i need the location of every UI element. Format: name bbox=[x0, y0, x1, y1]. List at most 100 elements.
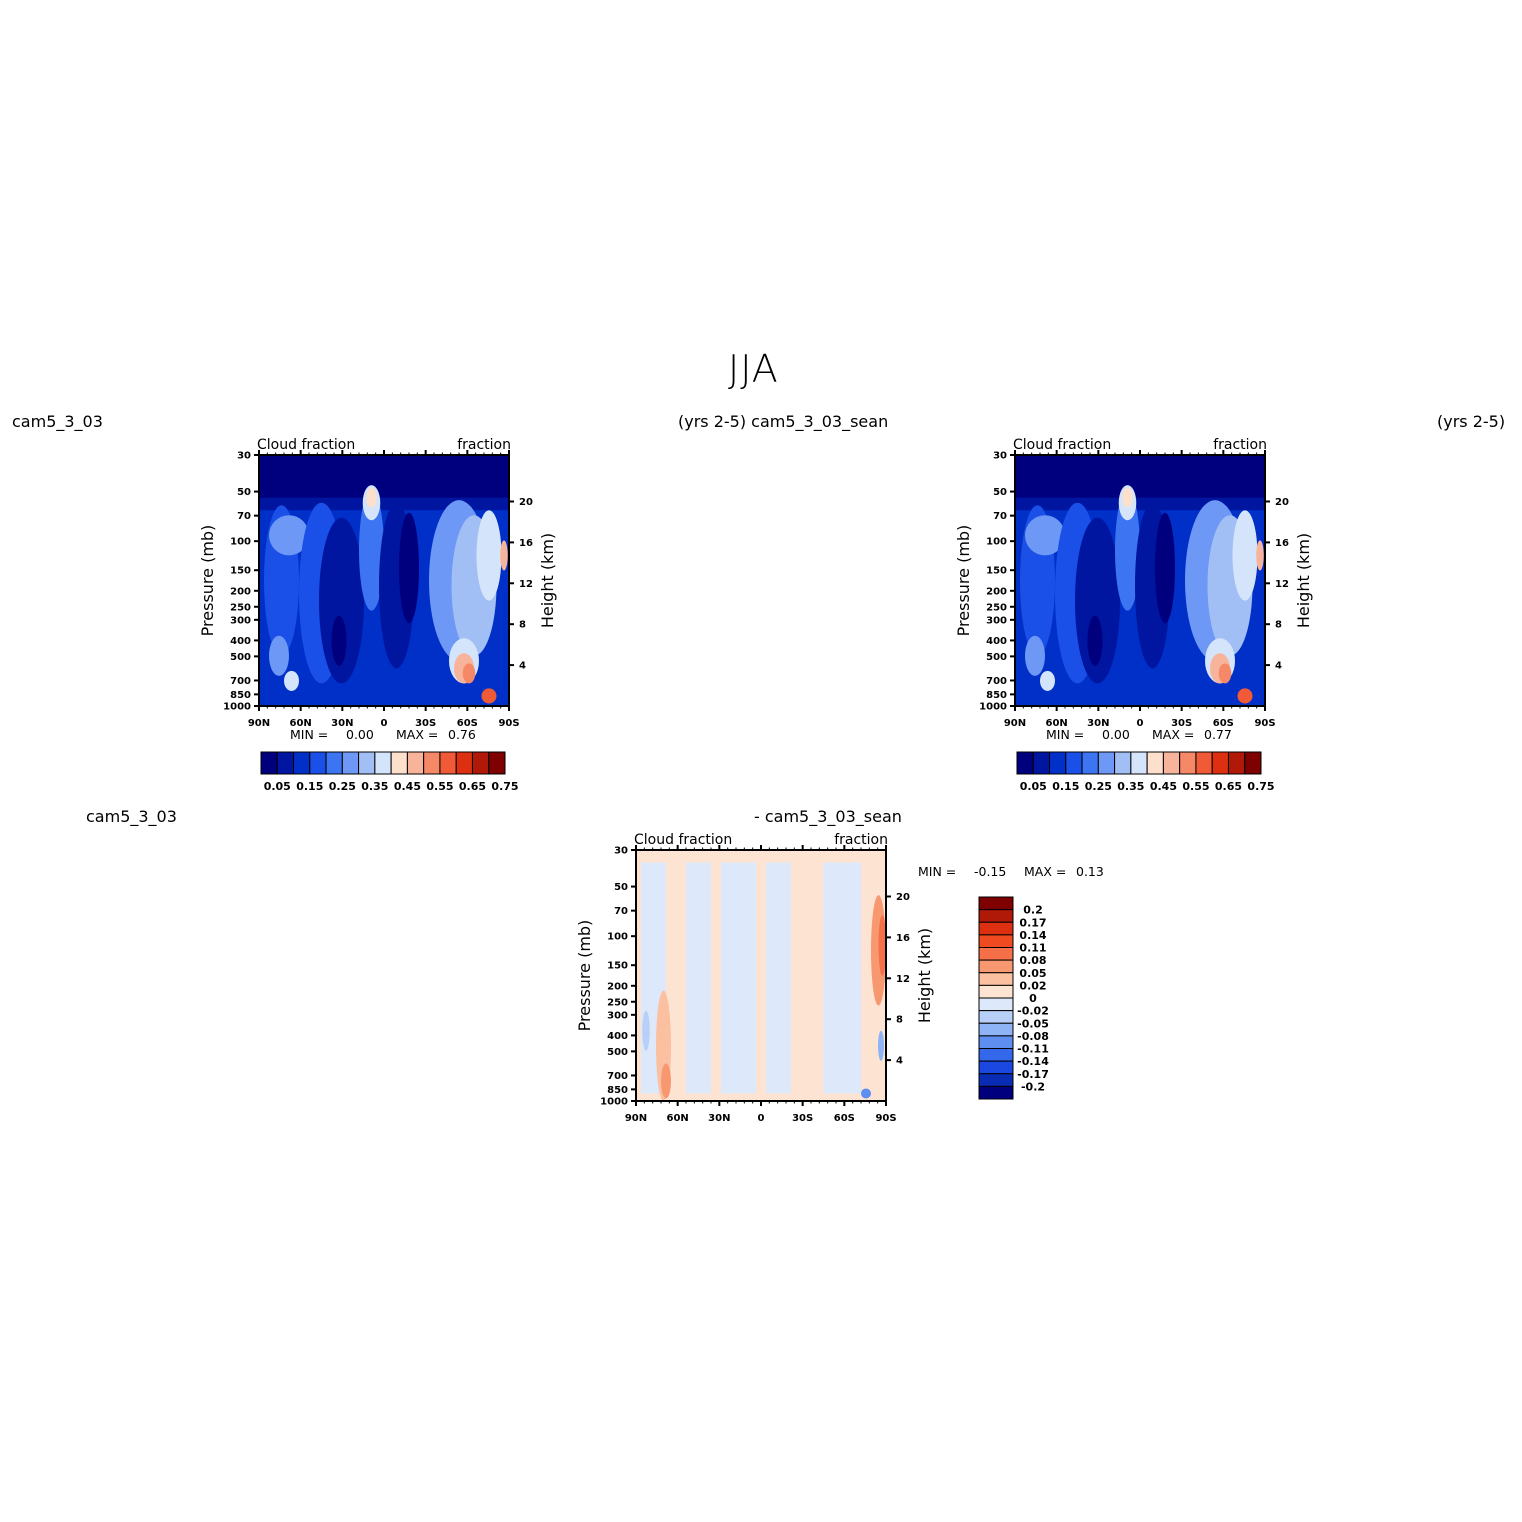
y-tick-label: 100 bbox=[230, 537, 251, 548]
y-tick-label: 100 bbox=[607, 932, 628, 943]
colorbar-box bbox=[978, 947, 1014, 961]
colorbar-label: -0.2 bbox=[1021, 1080, 1045, 1093]
panel-right-title: fraction bbox=[457, 437, 511, 453]
contour-fill bbox=[500, 540, 508, 571]
colorbar-label: 0.14 bbox=[1019, 929, 1046, 942]
colorbar-box bbox=[309, 751, 327, 775]
contour-fill bbox=[861, 1088, 871, 1099]
colorbar-box bbox=[439, 751, 457, 775]
top-center-label: (yrs 2-5) cam5_3_03_sean bbox=[678, 412, 889, 431]
colorbar-box bbox=[978, 984, 1014, 999]
y-tick-label: 50 bbox=[237, 487, 251, 498]
y-axis-label: Pressure (mb) bbox=[954, 525, 973, 637]
contour-fill bbox=[1122, 487, 1133, 508]
colorbar-label: -0.17 bbox=[1017, 1068, 1049, 1081]
contour-fill bbox=[1087, 615, 1103, 666]
y-tick-label: 1000 bbox=[600, 1097, 628, 1108]
y-tick-label: 70 bbox=[993, 511, 1007, 522]
page-title: JJA bbox=[728, 347, 779, 391]
colorbar-box bbox=[978, 921, 1014, 936]
y-tick-label: 50 bbox=[614, 882, 628, 893]
top-left-label: cam5_3_03 bbox=[12, 412, 103, 431]
colorbar-label: 0.25 bbox=[329, 780, 356, 793]
stat-part: MAX = bbox=[396, 727, 438, 742]
colorbar-label: 0 bbox=[1029, 992, 1037, 1005]
stat-part: 0.00 bbox=[346, 727, 374, 742]
y-tick-label: 500 bbox=[986, 652, 1007, 663]
colorbar-box bbox=[488, 751, 506, 775]
colorbar-box bbox=[260, 751, 278, 775]
contour-fill bbox=[269, 515, 309, 556]
y-tick-label: 300 bbox=[607, 1010, 628, 1021]
colorbar-label: 0.15 bbox=[1052, 780, 1079, 793]
colorbar-box bbox=[978, 997, 1014, 1012]
y-tick-label: 1000 bbox=[223, 702, 251, 713]
upper-band bbox=[1015, 455, 1265, 501]
colorbar-label: 0.05 bbox=[1019, 967, 1046, 980]
colorbar-label: 0.75 bbox=[1247, 780, 1274, 793]
y-right-tick-label: 16 bbox=[896, 933, 910, 944]
y-tick-label: 70 bbox=[614, 906, 628, 917]
x-tick-label: 60N bbox=[290, 718, 312, 729]
colorbar-box bbox=[978, 934, 1014, 948]
colorbar-box bbox=[1244, 751, 1262, 775]
panel-right-title: fraction bbox=[1213, 437, 1267, 453]
diff-band bbox=[686, 862, 711, 1094]
panel-left-title: Cloud fraction bbox=[634, 832, 732, 848]
min-max-stats: MIN = -0.15 MAX = 0.13 bbox=[918, 864, 1104, 879]
panel-diff-plot: 90N 60N 30N 0 30S 60S 90S305070100150200250300… bbox=[575, 832, 1104, 1124]
y-right-tick-label: 20 bbox=[519, 497, 533, 508]
diff-band bbox=[756, 862, 766, 1094]
colorbar-label: 0.08 bbox=[1019, 954, 1046, 967]
x-tick-label: 30N bbox=[1087, 718, 1109, 729]
colorbar-label: -0.14 bbox=[1017, 1055, 1049, 1068]
diff-band bbox=[666, 862, 686, 1094]
colorbar-label: 0.65 bbox=[459, 780, 486, 793]
colorbar-box bbox=[1227, 751, 1246, 775]
y-tick-label: 850 bbox=[230, 690, 251, 701]
contour-fill bbox=[269, 635, 289, 676]
upper-band bbox=[259, 455, 509, 501]
x-tick-label: 90N bbox=[625, 1113, 647, 1124]
diff-band bbox=[766, 862, 791, 1094]
colorbar-box bbox=[978, 1060, 1014, 1075]
colorbar-label: 0.02 bbox=[1019, 979, 1046, 992]
colorbar-label: -0.05 bbox=[1017, 1017, 1049, 1030]
panel-left-title: Cloud fraction bbox=[257, 437, 355, 453]
colorbar-box bbox=[374, 751, 392, 775]
x-tick-label: 30N bbox=[708, 1113, 730, 1124]
y-right-tick-label: 4 bbox=[1275, 661, 1282, 672]
x-tick-label: 60N bbox=[1046, 718, 1068, 729]
x-tick-label: 0 bbox=[1137, 718, 1144, 729]
colorbar-box bbox=[471, 751, 490, 775]
panel-left-title: Cloud fraction bbox=[1013, 437, 1111, 453]
colorbar-box bbox=[978, 1073, 1014, 1087]
x-tick-label: 90S bbox=[875, 1113, 896, 1124]
colorbar-label: 0.11 bbox=[1019, 942, 1046, 955]
y-tick-label: 150 bbox=[230, 566, 251, 577]
colorbar-box bbox=[406, 751, 425, 775]
y-tick-label: 400 bbox=[607, 1031, 628, 1042]
colorbar-label: 0.45 bbox=[394, 780, 421, 793]
x-tick-label: 0 bbox=[381, 718, 388, 729]
stat-part: 0.00 bbox=[1102, 727, 1130, 742]
colorbar-label: 0.2 bbox=[1023, 904, 1043, 917]
contour-fill bbox=[1040, 670, 1055, 691]
colorbar-label: 0.17 bbox=[1019, 916, 1046, 929]
contour-fill bbox=[284, 670, 299, 691]
bottom-left-label: cam5_3_03 bbox=[86, 807, 177, 826]
y-axis-right-label: Height (km) bbox=[915, 928, 934, 1023]
y-right-tick-label: 8 bbox=[896, 1015, 903, 1026]
y-right-tick-label: 20 bbox=[896, 892, 910, 903]
y-axis-right-label: Height (km) bbox=[1294, 533, 1313, 628]
colorbar-label: 0.45 bbox=[1150, 780, 1177, 793]
colorbar-label: 0.75 bbox=[491, 780, 518, 793]
stat-part: 0.76 bbox=[448, 727, 476, 742]
stat-part: MAX = bbox=[1024, 864, 1066, 879]
colorbar-box bbox=[978, 959, 1014, 974]
colorbar-label: 0.35 bbox=[361, 780, 388, 793]
x-tick-label: 30S bbox=[1171, 718, 1192, 729]
panel-2-plot: 90N 60N 30N 0 30S 60S 90S 30 50 70 100 150 200 250 300… bbox=[954, 437, 1313, 793]
x-tick-label: 30S bbox=[792, 1113, 813, 1124]
